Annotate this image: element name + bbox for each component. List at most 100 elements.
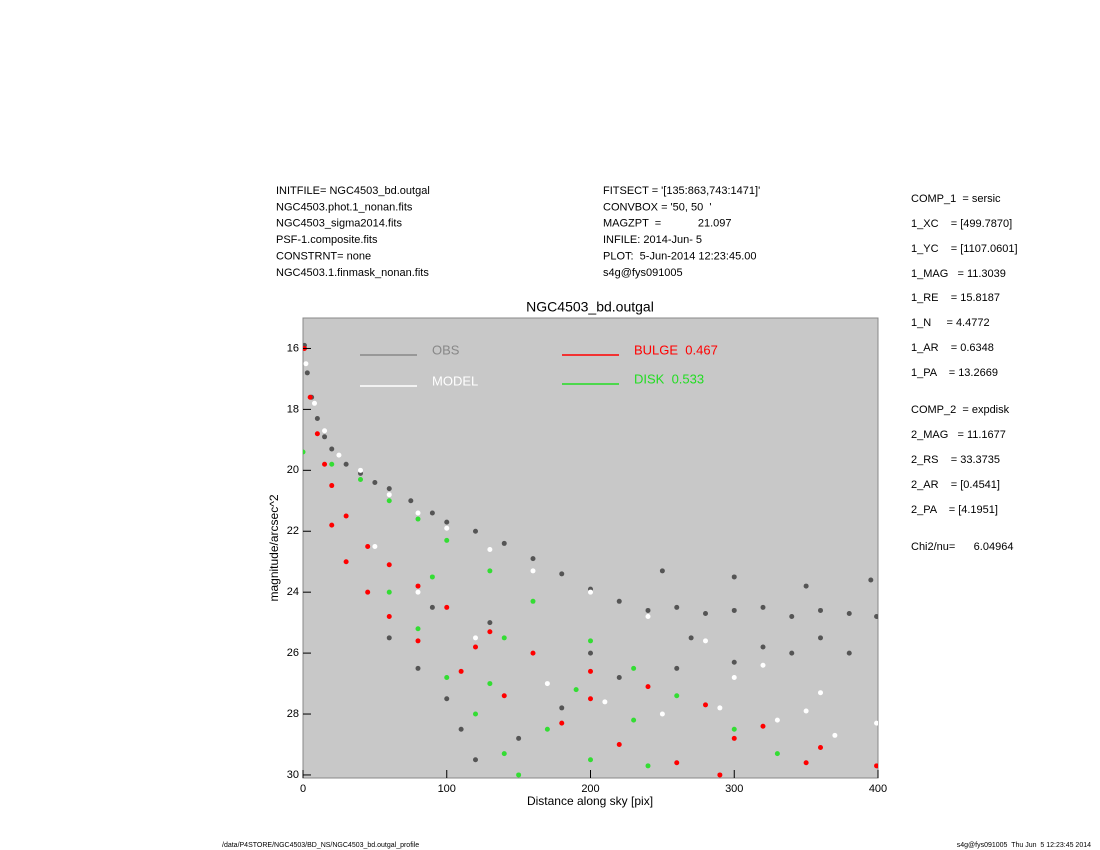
data-point — [803, 760, 809, 766]
x-axis-label: Distance along sky [pix] — [527, 794, 653, 808]
legend-label: BULGE 0.467 — [634, 342, 718, 357]
data-point — [329, 446, 335, 452]
footer-right: s4g@fys091005 Thu Jun 5 12:23:45 2014 — [957, 842, 1091, 849]
data-point — [444, 696, 450, 702]
data-point — [659, 711, 665, 717]
data-point — [573, 687, 579, 693]
data-point — [530, 598, 536, 604]
data-point — [444, 674, 450, 680]
data-point — [458, 668, 464, 674]
data-point — [415, 589, 421, 595]
data-point — [645, 614, 651, 620]
data-point — [303, 361, 309, 367]
data-point — [874, 614, 878, 620]
data-point — [645, 684, 651, 690]
data-point — [789, 650, 795, 656]
y-tick-label: 20 — [287, 464, 299, 476]
data-point — [731, 574, 737, 580]
data-point — [588, 757, 593, 763]
data-point — [343, 461, 349, 467]
parameter-line: 2_AR = [0.4541] — [911, 479, 1000, 491]
data-point — [760, 723, 766, 729]
data-point — [312, 400, 317, 406]
y-tick-label: 16 — [287, 342, 299, 354]
header-left-line: PSF-1.composite.fits — [276, 234, 378, 246]
data-point — [588, 650, 593, 656]
legend-label: MODEL — [432, 373, 478, 388]
data-point — [487, 568, 493, 574]
x-tick-label: 300 — [725, 783, 743, 795]
data-point — [674, 760, 680, 766]
data-point — [674, 693, 680, 699]
data-point — [329, 461, 335, 467]
data-point — [336, 452, 342, 458]
data-point — [789, 614, 795, 620]
data-point — [372, 480, 378, 486]
data-point — [544, 726, 550, 732]
data-point — [473, 635, 478, 641]
parameter-line: COMP_2 = expdisk — [911, 404, 1010, 416]
parameter-line: 1_YC = [1107.0601] — [911, 243, 1018, 255]
data-point — [818, 690, 823, 696]
data-point — [501, 751, 507, 757]
data-point — [444, 537, 450, 543]
data-point — [415, 583, 421, 589]
y-tick-label: 18 — [287, 403, 299, 415]
data-point — [774, 751, 780, 757]
x-tick-label: 400 — [869, 783, 887, 795]
data-point — [588, 668, 593, 674]
data-point — [559, 705, 565, 711]
data-point — [874, 763, 878, 769]
legend-label: OBS — [432, 342, 460, 357]
x-tick-label: 0 — [300, 783, 306, 795]
header-left-line: NGC4503.1.finmask_nonan.fits — [276, 267, 429, 279]
data-point — [386, 492, 392, 498]
parameter-line: 2_RS = 33.3735 — [911, 454, 1000, 466]
x-tick-label: 200 — [581, 783, 599, 795]
data-point — [703, 702, 708, 708]
parameter-line: 1_MAG = 11.3039 — [911, 268, 1006, 280]
data-point — [530, 556, 536, 562]
data-point — [458, 726, 464, 732]
data-point — [760, 662, 766, 668]
data-point — [544, 681, 550, 687]
data-point — [408, 498, 414, 504]
data-point — [444, 604, 450, 610]
data-point — [473, 757, 478, 763]
footer-left: /data/P4STORE/NGC4503/BD_NS/NGC4503_bd.o… — [222, 842, 419, 849]
data-point — [487, 629, 493, 635]
data-point — [444, 519, 450, 525]
data-point — [473, 528, 478, 534]
data-point — [322, 434, 328, 440]
data-point — [501, 635, 507, 641]
header-left-line: CONSTRNT= none — [276, 251, 371, 263]
header-middle-line: s4g@fys091005 — [603, 267, 683, 279]
data-point — [501, 540, 507, 546]
header-left-line: INITFILE= NGC4503_bd.outgal — [276, 185, 430, 197]
data-point — [501, 693, 507, 699]
data-point — [530, 650, 536, 656]
data-point — [444, 525, 450, 531]
header-left-line: NGC4503_sigma2014.fits — [276, 218, 402, 230]
data-point — [415, 510, 421, 516]
plot-background — [302, 317, 879, 779]
header-middle-line: INFILE: 2014-Jun- 5 — [603, 234, 702, 246]
data-point — [415, 665, 421, 671]
header-middle-line: CONVBOX = '50, 50 ' — [603, 201, 711, 213]
data-point — [473, 711, 478, 717]
parameter-line: 1_RE = 15.8187 — [911, 292, 1000, 304]
parameter-line: 2_PA = [4.1951] — [911, 504, 998, 516]
data-point — [365, 543, 371, 549]
y-tick-label: 22 — [287, 525, 299, 537]
data-point — [429, 510, 435, 516]
data-point — [631, 665, 637, 671]
data-point — [322, 461, 328, 467]
data-point — [429, 604, 435, 610]
header-middle-line: PLOT: 5-Jun-2014 12:23:45.00 — [603, 251, 757, 263]
data-point — [314, 431, 320, 437]
data-point — [473, 644, 478, 650]
data-point — [731, 735, 737, 741]
data-point — [487, 547, 493, 553]
